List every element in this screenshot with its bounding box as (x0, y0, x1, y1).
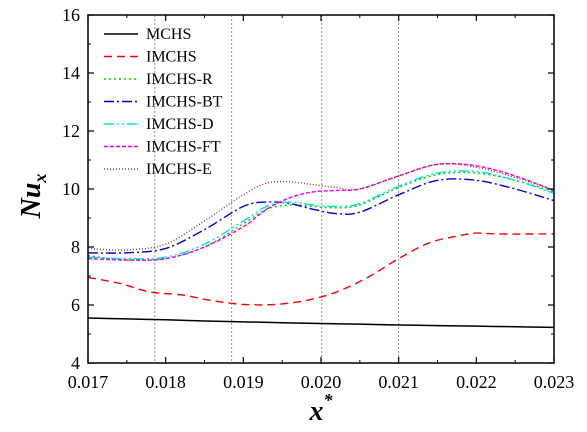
series-line-mchs (87, 317, 555, 329)
x-tick-label: 0.021 (378, 372, 419, 392)
legend-label: IMCHS-FT (146, 139, 221, 156)
series-line-imchs-bt (87, 178, 555, 254)
vertical-reference-lines (154, 15, 400, 363)
series-layer (87, 162, 555, 329)
legend: MCHS IMCHS IMCHS-R IMCHS-BT IMCHS-D IMCHS-FT I… (104, 26, 223, 178)
series-line-imchs-d (87, 170, 555, 260)
series-line-imchs (87, 232, 555, 306)
x-tick-label: 0.023 (534, 372, 575, 392)
x-axis-title-sup: * (324, 390, 334, 410)
legend-label: IMCHS-D (146, 116, 214, 133)
legend-label: IMCHS-E (146, 161, 212, 178)
y-tick-label: 8 (71, 237, 80, 257)
x-axis-title: x* (309, 390, 334, 427)
x-tick-label: 0.019 (223, 372, 264, 392)
y-tick-label: 6 (71, 295, 80, 315)
series-line-imchs-ft (87, 162, 555, 261)
y-tick-label: 12 (62, 121, 80, 141)
axis-ticks: 0.017 0.018 0.019 0.020 0.021 0.022 0.023 4 6 8 10… (62, 5, 574, 392)
series-line-imchs-e (87, 163, 555, 251)
y-tick-label: 10 (62, 179, 80, 199)
y-axis-title: Nux (16, 174, 50, 220)
legend-label: MCHS (146, 26, 191, 43)
y-tick-label: 16 (62, 5, 80, 25)
x-tick-label: 0.018 (145, 372, 186, 392)
y-tick-label: 4 (71, 353, 80, 373)
x-tick-label: 0.020 (301, 372, 342, 392)
y-axis-title-main: Nu (16, 183, 47, 220)
x-tick-label: 0.017 (68, 372, 109, 392)
legend-label: IMCHS-R (146, 71, 213, 88)
series-line-imchs-r (87, 171, 555, 262)
y-axis-title-sub: x (30, 174, 50, 184)
legend-label: IMCHS (146, 49, 197, 66)
plot-area (88, 15, 554, 363)
legend-label: IMCHS-BT (146, 94, 223, 111)
x-tick-label: 0.022 (456, 372, 497, 392)
x-axis-title-main: x (309, 396, 324, 427)
y-tick-label: 14 (62, 63, 80, 83)
